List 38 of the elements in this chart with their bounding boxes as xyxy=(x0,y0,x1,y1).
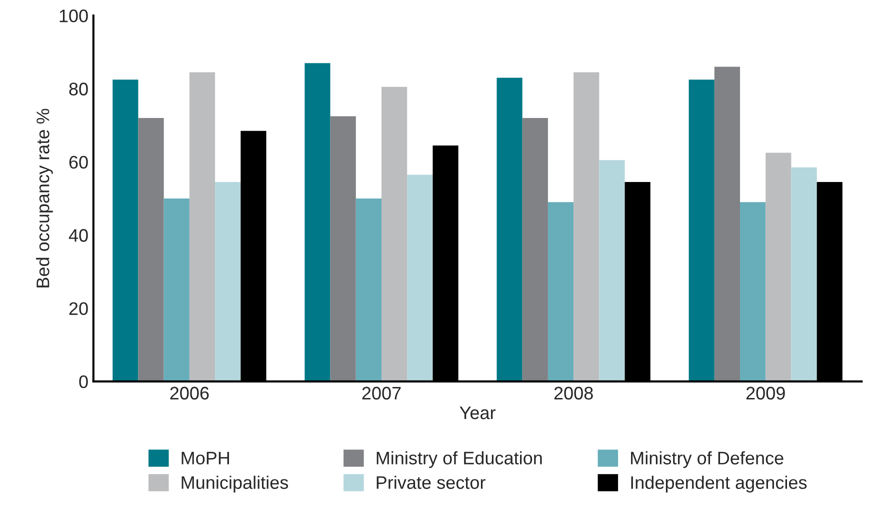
bar xyxy=(382,86,408,382)
x-axis-title: Year xyxy=(460,406,496,420)
bar xyxy=(164,198,190,382)
legend-label: Ministry of Defence xyxy=(631,451,784,468)
bar xyxy=(407,174,433,382)
x-tick-label: 2009 xyxy=(746,386,785,400)
y-axis-title: Bed occupancy rate % xyxy=(36,108,53,288)
y-tick-label: 80 xyxy=(69,82,88,96)
bar xyxy=(356,198,382,382)
y-tick-label: 40 xyxy=(68,229,88,242)
legend-label: MoPH xyxy=(182,452,229,464)
x-tick-label: 2006 xyxy=(170,386,209,400)
y-tick-label: 60 xyxy=(69,156,88,169)
bar xyxy=(496,78,522,382)
bar xyxy=(522,118,548,382)
legend-label: Independent agencies xyxy=(631,476,807,493)
bar xyxy=(714,66,740,382)
bar xyxy=(548,202,574,382)
bar xyxy=(791,167,817,382)
y-tick-label: 20 xyxy=(69,302,88,316)
bar xyxy=(138,118,164,382)
bar xyxy=(766,152,792,382)
bar xyxy=(304,63,330,382)
bar xyxy=(688,80,714,382)
y-tick-label: 0 xyxy=(79,375,88,388)
bar xyxy=(740,202,766,382)
legend-label: Ministry of Education xyxy=(376,451,542,468)
y-tick-label: 100 xyxy=(60,10,88,22)
legend-label: Private sector xyxy=(376,476,486,489)
x-tick-label: 2008 xyxy=(554,386,593,400)
bar xyxy=(599,160,625,382)
legend-label: Municipalities xyxy=(182,476,288,493)
bar xyxy=(189,72,216,382)
bar xyxy=(574,72,600,382)
bar xyxy=(215,182,241,382)
bar xyxy=(330,116,356,382)
x-tick-label: 2007 xyxy=(362,386,401,400)
bar xyxy=(112,80,138,382)
